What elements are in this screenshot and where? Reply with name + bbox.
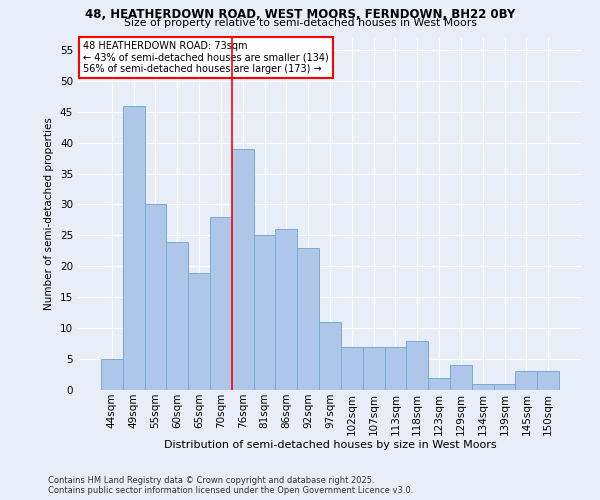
X-axis label: Distribution of semi-detached houses by size in West Moors: Distribution of semi-detached houses by … [164,440,496,450]
Text: 48, HEATHERDOWN ROAD, WEST MOORS, FERNDOWN, BH22 0BY: 48, HEATHERDOWN ROAD, WEST MOORS, FERNDO… [85,8,515,20]
Bar [385,346,406,390]
Bar [188,272,210,390]
Bar [341,346,363,390]
Bar [254,236,275,390]
Bar [123,106,145,390]
Bar [494,384,515,390]
Bar [166,242,188,390]
Text: Contains HM Land Registry data © Crown copyright and database right 2025.
Contai: Contains HM Land Registry data © Crown c… [48,476,413,495]
Bar [428,378,450,390]
Text: Size of property relative to semi-detached houses in West Moors: Size of property relative to semi-detach… [124,18,476,28]
Bar [450,366,472,390]
Text: 48 HEATHERDOWN ROAD: 73sqm
← 43% of semi-detached houses are smaller (134)
56% o: 48 HEATHERDOWN ROAD: 73sqm ← 43% of semi… [83,41,329,74]
Bar [275,229,297,390]
Bar [363,346,385,390]
Bar [515,372,537,390]
Bar [406,340,428,390]
Bar [297,248,319,390]
Y-axis label: Number of semi-detached properties: Number of semi-detached properties [44,118,55,310]
Bar [319,322,341,390]
Bar [101,359,123,390]
Bar [145,204,166,390]
Bar [210,217,232,390]
Bar [537,372,559,390]
Bar [232,149,254,390]
Bar [472,384,494,390]
